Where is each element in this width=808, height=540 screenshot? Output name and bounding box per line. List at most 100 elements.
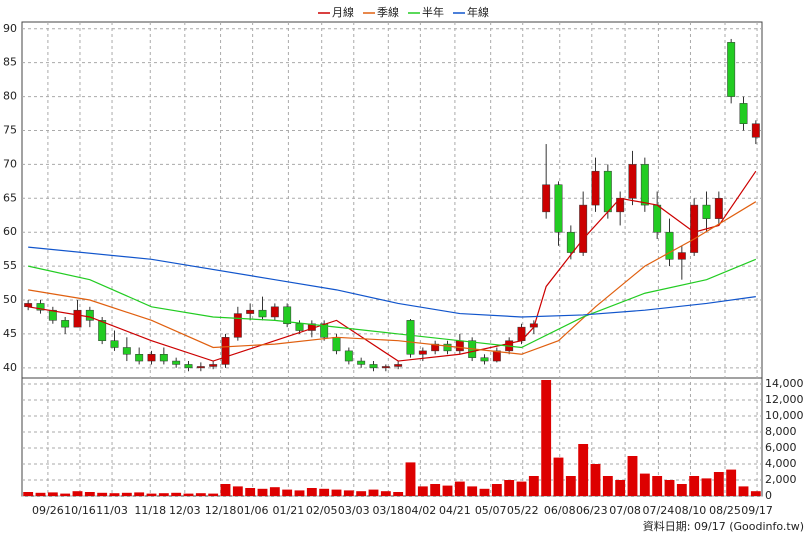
volume-bar: [590, 464, 601, 496]
volume-bar: [430, 484, 441, 496]
volume-bar: [368, 489, 379, 496]
x-tick-label: 09/26: [32, 504, 64, 517]
volume-bar: [516, 481, 527, 496]
candle-body: [122, 347, 131, 355]
volume-bar: [121, 492, 132, 496]
volume-bar: [615, 480, 626, 496]
candle-body: [73, 309, 82, 328]
candle-body: [406, 320, 415, 355]
x-tick-label: 12/18: [205, 504, 237, 517]
volume-bar: [245, 488, 256, 496]
volume-bar: [713, 472, 724, 496]
x-tick-label: 01/06: [237, 504, 269, 517]
x-tick-label: 06/23: [576, 504, 608, 517]
candle-body: [628, 164, 637, 199]
candle-body: [246, 309, 255, 314]
volume-bar: [294, 490, 305, 496]
candle-body: [283, 306, 292, 325]
volume-bar: [35, 492, 46, 496]
y-tick-label: 45: [3, 327, 17, 340]
candle-body: [258, 309, 267, 318]
volume-bar: [454, 481, 465, 496]
x-tick-label: 06/08: [544, 504, 576, 517]
candle-body: [344, 350, 353, 362]
candle-body: [566, 231, 575, 253]
legend-label: 半年: [422, 5, 444, 19]
volume-bar: [171, 492, 182, 496]
volume-bar: [356, 491, 367, 496]
x-tick-label: 01/21: [273, 504, 305, 517]
candle-body: [184, 364, 193, 369]
volume-bar: [738, 486, 749, 496]
volume-bar: [109, 493, 120, 496]
candle-body: [135, 354, 144, 362]
volume-bar: [282, 489, 293, 496]
x-tick-label: 03/03: [338, 504, 370, 517]
y-tick-label: 65: [3, 191, 17, 204]
legend-label: 月線: [332, 5, 354, 19]
volume-tick-label: 10,000: [765, 409, 804, 422]
y-tick-label: 80: [3, 90, 17, 103]
x-tick-label: 07/08: [609, 504, 641, 517]
candle-body: [295, 323, 304, 331]
candle-body: [418, 350, 427, 355]
volume-bar: [750, 491, 761, 496]
volume-tick-label: 6,000: [765, 441, 797, 454]
x-tick-label: 04/21: [439, 504, 471, 517]
candle-body: [24, 303, 33, 308]
candle-body: [714, 198, 723, 219]
x-tick-label: 09/17: [741, 504, 773, 517]
volume-bar: [97, 492, 108, 496]
candle-body: [480, 357, 489, 362]
volume-bar: [405, 462, 416, 496]
candle-body: [332, 337, 341, 352]
candle-body: [36, 303, 45, 311]
candle-body: [110, 340, 119, 348]
volume-bar: [701, 478, 712, 496]
x-tick-label: 03/18: [372, 504, 404, 517]
volume-tick-label: 8,000: [765, 425, 797, 438]
volume-bar: [602, 476, 613, 496]
candle-body: [603, 170, 612, 213]
volume-tick-label: 0: [765, 489, 772, 502]
volume-bar: [393, 492, 404, 496]
candle-body: [48, 309, 57, 321]
volume-bar: [47, 492, 58, 496]
volume-bar: [442, 485, 453, 496]
volume-bar: [60, 493, 71, 496]
volume-tick-label: 2,000: [765, 473, 797, 486]
x-tick-label: 11/18: [134, 504, 166, 517]
volume-bar: [380, 491, 391, 496]
candle-body: [320, 323, 329, 338]
candle-body: [579, 204, 588, 253]
volume-bar: [479, 488, 490, 496]
volume-bar: [652, 476, 663, 496]
volume-bar: [639, 473, 650, 496]
volume-bar: [528, 476, 539, 496]
y-tick-label: 50: [3, 293, 17, 306]
candle-body: [665, 231, 674, 260]
ma-line: [28, 258, 757, 349]
x-tick-label: 12/03: [169, 504, 201, 517]
x-tick-label: 11/03: [96, 504, 128, 517]
y-tick-label: 40: [3, 361, 17, 374]
volume-bar: [565, 476, 576, 496]
candle-body: [751, 123, 760, 138]
volume-bar: [627, 456, 638, 496]
candle-body: [677, 252, 686, 260]
x-tick-label: 10/16: [64, 504, 96, 517]
candle-body: [640, 164, 649, 206]
candle-body: [554, 184, 563, 233]
x-tick-label: 04/02: [405, 504, 437, 517]
volume-bar: [726, 469, 737, 496]
legend-label: 年線: [467, 5, 489, 19]
x-tick-label: 08/10: [675, 504, 707, 517]
volume-bar: [183, 493, 194, 496]
y-tick-label: 75: [3, 123, 17, 136]
candle-body: [221, 337, 230, 365]
y-tick-label: 60: [3, 225, 17, 238]
volume-bar: [504, 480, 515, 496]
candle-body: [591, 170, 600, 206]
volume-tick-label: 12,000: [765, 393, 804, 406]
